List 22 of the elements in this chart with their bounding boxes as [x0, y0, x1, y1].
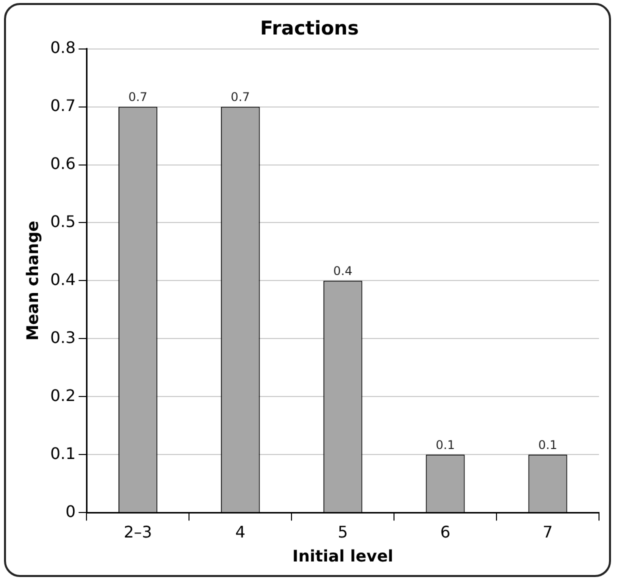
data-label: 0.7: [128, 90, 148, 104]
y-tick-label: 0.8: [50, 38, 76, 57]
y-axis-title: Mean change: [22, 220, 42, 341]
x-tick-label: 2–3: [124, 522, 152, 542]
data-label: 0.7: [230, 90, 250, 104]
x-tick-label: 7: [542, 522, 553, 542]
y-tick-label: 0.2: [50, 386, 76, 405]
y-tick-label: 0.4: [50, 270, 76, 289]
data-label: 0.1: [538, 438, 558, 452]
y-tick-label: 0.5: [50, 212, 76, 231]
x-tick-label: 5: [338, 522, 348, 542]
x-tick-label: 6: [440, 522, 450, 542]
y-tick-label: 0.7: [50, 96, 76, 115]
y-tick-label: 0.3: [50, 328, 76, 347]
y-tick-label: 0: [65, 502, 76, 521]
chart-title: Fractions: [260, 17, 359, 40]
data-label: 0.4: [333, 264, 352, 278]
x-axis-title: Initial level: [292, 546, 394, 566]
x-tick-label: 4: [235, 522, 246, 542]
y-tick-label: 0.1: [50, 444, 76, 463]
y-tick-label: 0.6: [50, 154, 76, 173]
data-label: 0.1: [436, 438, 455, 452]
